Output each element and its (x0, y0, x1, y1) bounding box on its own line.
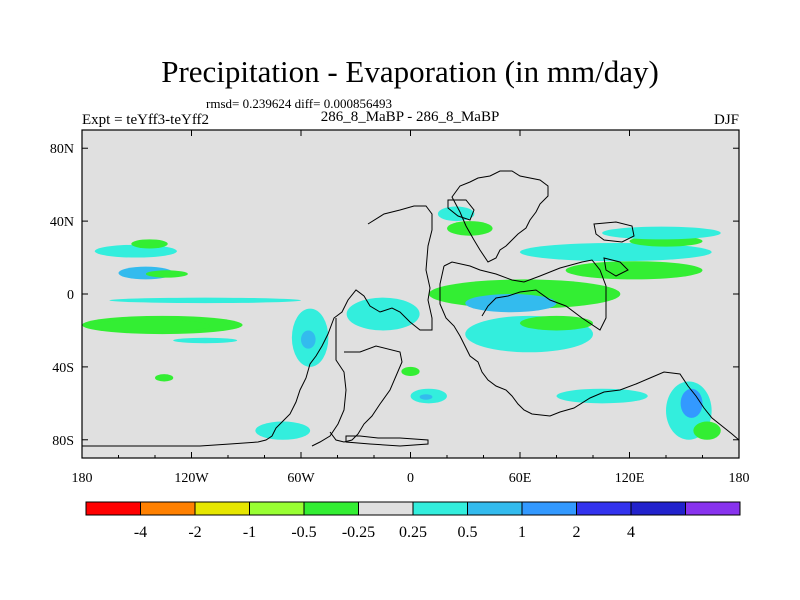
colorbar-label: -2 (188, 524, 201, 541)
anomaly-indian-green (520, 315, 593, 331)
colorbar-swatch (630, 501, 686, 516)
colorbar-swatch (140, 501, 196, 516)
x-tick-label: 60W (287, 471, 315, 486)
anomaly-europe-cyan (437, 206, 475, 222)
anomaly-tasman-green (693, 421, 721, 440)
anomaly-spac-cyan (173, 337, 238, 344)
colorbar-label: -0.25 (342, 524, 375, 541)
coast-americas-west (82, 205, 433, 447)
anomaly-tasman-blue (680, 388, 703, 418)
coast-antarctic-peninsula (345, 435, 429, 447)
colorbar-label: 2 (573, 524, 581, 541)
anomaly-australia-cyan (556, 388, 648, 404)
coast-north-america (451, 170, 549, 263)
anomaly-atl-cyan (346, 297, 420, 331)
stats-line: rmsd= 0.239624 diff= 0.000856493 (206, 96, 392, 111)
y-tick-label: 40S (52, 361, 74, 376)
anomaly-pacific-band-green-2 (89, 319, 210, 333)
y-tick-label: 80S (52, 434, 74, 449)
y-axis: 80N 40N 0 40S 80S (50, 142, 739, 449)
colorbar-swatch (412, 501, 468, 516)
plot-background (82, 130, 739, 458)
coast-indonesia (603, 257, 629, 277)
anomaly-africa-south-green (401, 366, 420, 377)
x-tick-label: 180 (729, 471, 750, 486)
anomaly-samerica-south-cyan (255, 421, 311, 440)
colorbar-swatch (85, 501, 141, 516)
colorbar-swatch (685, 501, 741, 516)
y-tick-label: 0 (67, 288, 74, 303)
anomaly-indian-blue (465, 294, 557, 313)
x-tick-label: 120E (615, 471, 645, 486)
colorbar-label: -4 (134, 524, 147, 541)
coast-europe (447, 199, 475, 221)
colorbar-label: -0.5 (291, 524, 316, 541)
colorbar-label: -1 (243, 524, 256, 541)
center-label: 286_8_MaBP - 286_8_MaBP (321, 109, 500, 125)
x-tick-label: 180 (72, 471, 93, 486)
anomaly-kuroshio-cyan (602, 226, 721, 240)
coast-africa-west (439, 265, 739, 441)
coastlines (82, 170, 739, 447)
x-tick-label: 120W (174, 471, 209, 486)
coast-japan (593, 221, 635, 243)
coast-americas-east (311, 318, 347, 447)
y-tick-label: 80N (50, 142, 74, 157)
anomaly-layer (82, 206, 721, 440)
colorbar-swatch (358, 501, 414, 516)
x-tick-label: 0 (407, 471, 414, 486)
anomaly-med-green (447, 221, 493, 236)
left-label: Expt = teYff3-teYff2 (82, 112, 209, 128)
coast-south-america (329, 345, 403, 443)
colorbar: -4 -2 -1 -0.5 -0.25 0.25 0.5 1 2 4 (85, 501, 741, 541)
colorbar-swatch (467, 501, 523, 516)
colorbar-swatch (521, 501, 577, 516)
colorbar-label: 0.25 (399, 524, 427, 541)
anomaly-asia-cyan-band (520, 242, 712, 262)
x-axis: 180 120W 60W 0 60E 120E 180 (72, 130, 750, 486)
chart-title: Precipitation - Evaporation (in mm/day) (161, 54, 659, 89)
anomaly-asia-green-band (565, 261, 703, 280)
colorbar-swatch (249, 501, 305, 516)
anomaly-spac-green-blob (155, 374, 174, 382)
anomaly-samerica-blue (301, 330, 316, 349)
anomaly-trop-cyan-strip (109, 297, 301, 304)
anomaly-npac-green (131, 239, 168, 249)
colorbar-swatch (303, 501, 359, 516)
colorbar-label: 0.5 (458, 524, 478, 541)
colorbar-swatch (194, 501, 250, 516)
y-tick-label: 40N (50, 215, 74, 230)
anomaly-south-ocean-blue (419, 394, 433, 400)
right-label: DJF (714, 112, 739, 128)
colorbar-label: 1 (518, 524, 526, 541)
coast-africa-east (443, 259, 607, 331)
colorbar-label: 4 (627, 524, 635, 541)
plot-area (81, 129, 740, 459)
x-tick-label: 60E (509, 471, 532, 486)
anomaly-npac-green-2 (145, 270, 188, 278)
colorbar-swatch (576, 501, 632, 516)
